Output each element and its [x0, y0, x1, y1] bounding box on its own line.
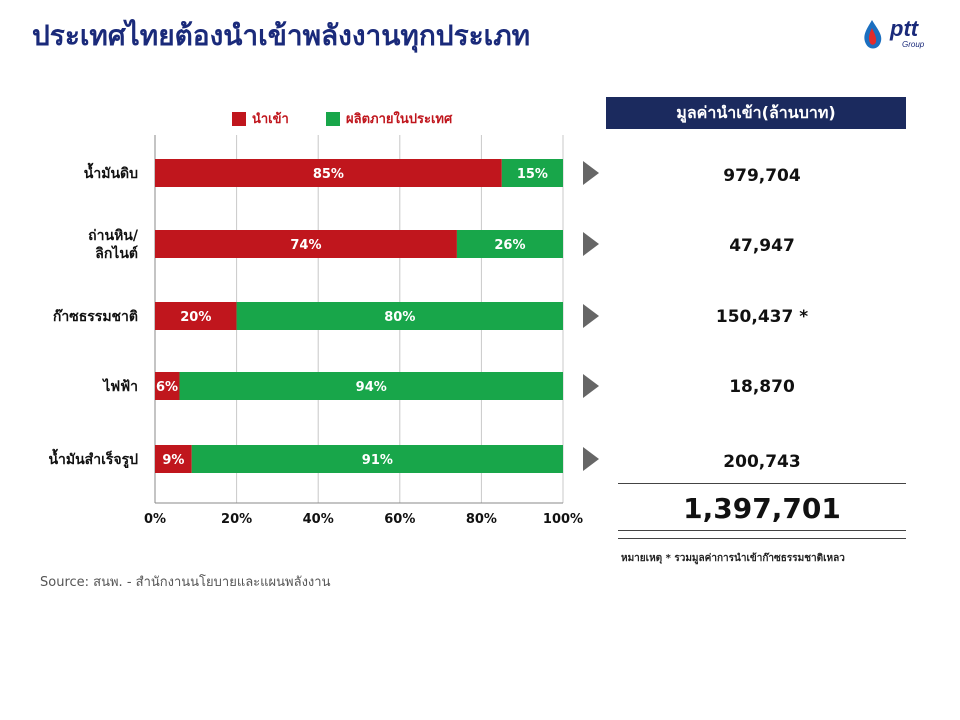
x-tick-label: 80% — [466, 512, 497, 527]
x-tick-label: 100% — [543, 512, 583, 527]
data-label: 6% — [156, 380, 178, 395]
data-label: 26% — [494, 238, 525, 253]
legend-label-domestic: ผลิตภายในประเทศ — [346, 112, 453, 127]
arrow-right-icon — [583, 447, 599, 471]
page-title: ประเทศไทยต้องนำเข้าพลังงานทุกประเภท — [32, 19, 531, 52]
x-tick-label: 60% — [384, 512, 415, 527]
legend-label-import: นำเข้า — [252, 112, 289, 127]
bar-import — [155, 159, 502, 187]
x-tick-label: 0% — [144, 512, 166, 527]
import-value-natural-gas: 150,437 * — [715, 307, 809, 327]
import-value-electricity: 18,870 — [729, 377, 795, 397]
total-bottom-rule-2 — [618, 538, 906, 539]
legend-item-import: นำเข้า — [232, 108, 289, 129]
bar-import — [155, 302, 237, 330]
import-value-crude-oil: 979,704 — [723, 166, 801, 186]
x-tick-label: 20% — [221, 512, 252, 527]
data-label: 9% — [162, 453, 184, 468]
total-bottom-rule-1 — [618, 530, 906, 531]
stacked-bar-chart: 0% 20% 40% 60% 80% 100% 85% 15% น้ำมันดิบ 74% 26% ถ… — [48, 135, 599, 527]
category-label: ก๊าซธรรมชาติ — [53, 308, 138, 325]
legend-swatch-domestic — [326, 111, 340, 126]
category-label: ถ่านหิน/ลิกไนต์ — [88, 228, 139, 262]
legend-item-domestic: ผลิตภายในประเทศ — [326, 108, 452, 129]
bar-domestic — [191, 445, 563, 473]
ptt-logo — [864, 20, 882, 49]
x-tick-label: 40% — [303, 512, 334, 527]
category-label: น้ำมันดิบ — [84, 162, 138, 182]
bar-import — [155, 372, 180, 400]
bar-domestic — [179, 372, 564, 400]
legend-swatch-import — [232, 111, 246, 126]
footnote: หมายเหตุ * รวมมูลค่าการนำเข้าก๊าซธรรมชาต… — [621, 553, 845, 564]
arrow-right-icon — [583, 304, 599, 328]
source-citation: Source: สนพ. - สำนักงานนโยบายและแผนพลังง… — [40, 575, 331, 590]
bar-import — [155, 445, 192, 473]
data-label: 94% — [356, 380, 387, 395]
logo-subtext: Group — [902, 40, 925, 49]
arrow-right-icon — [583, 232, 599, 256]
data-label: 85% — [313, 167, 344, 182]
logo-text: ptt — [890, 16, 919, 41]
arrow-right-icon — [583, 374, 599, 398]
import-value-total: 1,397,701 — [683, 492, 841, 525]
bar-domestic — [456, 230, 563, 258]
import-value-petroleum-products: 200,743 — [723, 452, 801, 472]
bar-domestic — [236, 302, 563, 330]
data-label: 80% — [384, 310, 415, 325]
data-label: 91% — [362, 453, 393, 468]
data-label: 74% — [290, 238, 321, 253]
category-label: น้ำมันสำเร็จรูป — [48, 448, 138, 468]
category-label: ไฟฟ้า — [101, 377, 138, 395]
bar-domestic — [501, 159, 563, 187]
arrow-right-icon — [583, 161, 599, 185]
bar-import — [155, 230, 457, 258]
data-label: 15% — [517, 167, 548, 182]
total-top-rule — [618, 483, 906, 484]
import-value-coal: 47,947 — [729, 236, 795, 256]
value-table-header: มูลค่านำเข้า(ล้านบาท) — [606, 97, 906, 129]
data-label: 20% — [180, 310, 211, 325]
